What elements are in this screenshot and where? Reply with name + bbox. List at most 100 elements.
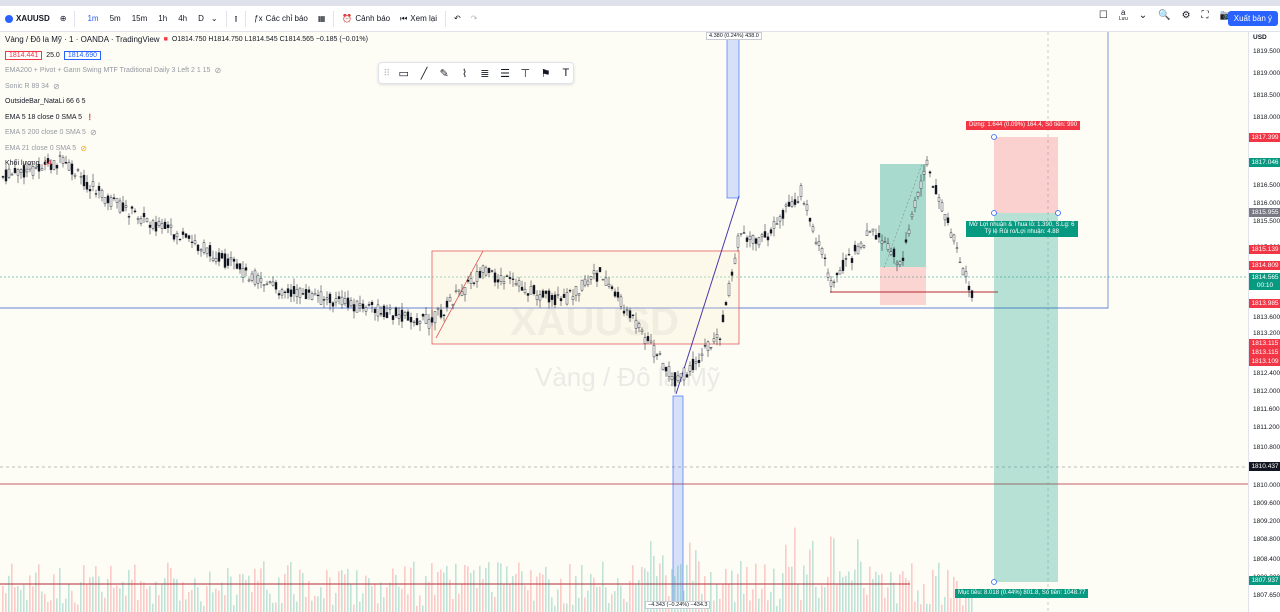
- save-icon: a: [1121, 8, 1126, 17]
- timeframe-1m[interactable]: 1m: [87, 14, 99, 23]
- volume-bar: [245, 579, 247, 612]
- indicator-row[interactable]: Sonic R 89 34 ⊘: [5, 79, 368, 95]
- indicator-row[interactable]: EMA 21 close 0 SMA 5 ⊘: [5, 141, 368, 157]
- alert-icon[interactable]: ❗: [86, 114, 94, 121]
- save-layout-button[interactable]: a Lưu: [1119, 9, 1128, 22]
- price-axis[interactable]: USD 1819.500 1819.000 1818.500 1818.000 1817…: [1248, 32, 1280, 612]
- measure-tool-icon[interactable]: ⊤: [520, 67, 531, 80]
- candle-body: [715, 334, 719, 338]
- volume-bar: [821, 585, 823, 612]
- volume-bar: [35, 572, 37, 612]
- candle-body: [421, 314, 425, 317]
- volume-bar: [371, 586, 373, 612]
- candle-body: [253, 270, 257, 285]
- buy-price-button[interactable]: 1814.690: [63, 50, 102, 60]
- candle-body: [784, 204, 788, 207]
- channel-tool-icon[interactable]: ☰: [500, 67, 510, 80]
- volume-bar: [662, 555, 664, 612]
- volume-bar: [347, 568, 349, 612]
- camera-icon[interactable]: 📷: [1219, 10, 1232, 21]
- timeframe-1h[interactable]: 1h: [158, 14, 168, 23]
- drag-handle-icon[interactable]: ⠿: [383, 67, 391, 78]
- alerts-button[interactable]: ⏰ Cảnh báo: [337, 8, 395, 30]
- candle-body: [22, 165, 26, 178]
- timeframe-5m[interactable]: 5m: [109, 14, 121, 23]
- measure-down-label: −4.343 (−0.24%) −434.3: [645, 601, 711, 609]
- candle-body: [817, 241, 821, 246]
- candle-body: [292, 286, 296, 295]
- candle-body: [949, 232, 953, 238]
- candle-body: [490, 270, 494, 272]
- candle-body: [526, 293, 530, 296]
- indicators-button[interactable]: ƒx Các chỉ báo: [249, 8, 313, 30]
- redo-button[interactable]: ↷: [466, 8, 483, 30]
- volume-bar: [674, 576, 676, 612]
- volume-bar: [89, 577, 91, 612]
- replay-button[interactable]: ⏮ Xem lại: [395, 8, 442, 30]
- candle-body: [586, 280, 590, 285]
- sell-price-button[interactable]: 1814.441: [5, 50, 43, 60]
- chevron-down-icon[interactable]: ⌄: [1138, 10, 1148, 21]
- volume-bar: [938, 562, 940, 612]
- candle-body: [532, 285, 536, 295]
- indicator-row[interactable]: OutsideBar_NataLi 66 6 5: [5, 94, 368, 110]
- volume-bar: [737, 573, 739, 612]
- undo-button[interactable]: ↶: [449, 8, 466, 30]
- legend-title[interactable]: Vàng / Đô la Mỹ · 1 · OANDA · TradingVie…: [5, 35, 160, 45]
- candle-body: [133, 210, 137, 213]
- layouts-button[interactable]: ▦: [313, 8, 331, 30]
- eye-off-icon[interactable]: ⊘: [89, 128, 97, 138]
- text-tool-icon[interactable]: T: [562, 67, 570, 79]
- candle-body: [124, 205, 128, 208]
- eye-off-icon[interactable]: ⊘: [80, 143, 87, 153]
- timeframe-15m[interactable]: 15m: [131, 14, 148, 23]
- volume-bar: [755, 563, 757, 612]
- volume-bar: [710, 571, 712, 612]
- fib-tool-icon[interactable]: ≣: [480, 67, 490, 80]
- indicator-row[interactable]: EMA200 + Pivot + Gann Swing MTF Traditio…: [5, 63, 368, 79]
- timeframe-4h[interactable]: 4h: [178, 14, 188, 23]
- eye-off-icon[interactable]: ⊘: [214, 66, 222, 76]
- candle-body: [649, 340, 653, 344]
- candle-body: [799, 185, 803, 197]
- chevron-down-icon[interactable]: ⌄: [210, 14, 218, 23]
- brush-tool-icon[interactable]: ✎: [439, 67, 449, 80]
- candle-body: [142, 213, 146, 218]
- search-icon[interactable]: 🔍: [1158, 10, 1171, 21]
- position-small-dashed: [883, 163, 923, 269]
- candle-body: [874, 235, 878, 240]
- chart-type-button[interactable]: ⫾: [230, 8, 243, 30]
- symbol-search[interactable]: XAUUSD: [0, 8, 55, 30]
- volume-bars: [2, 527, 973, 612]
- axis-currency[interactable]: USD: [1253, 34, 1267, 41]
- volume-row[interactable]: Khối lượng 14: [5, 156, 368, 172]
- candle-body: [727, 283, 731, 296]
- volume-bar: [455, 563, 457, 612]
- chart-pane[interactable]: XAUUSD Vàng / Đô la Mỹ Vàn: [0, 32, 1248, 612]
- candle-body: [460, 291, 464, 296]
- gear-icon[interactable]: ⚙: [1181, 10, 1191, 21]
- candle-body: [868, 231, 872, 233]
- candle-body: [157, 220, 161, 226]
- fullscreen-toggle-icon[interactable]: ☐: [1098, 10, 1108, 21]
- candle-body: [679, 373, 683, 378]
- divider: [333, 10, 335, 27]
- candle-body: [427, 319, 431, 329]
- candle-body: [844, 258, 848, 260]
- timeframe-d[interactable]: D: [198, 14, 204, 23]
- maximize-icon[interactable]: ⛶: [1201, 10, 1209, 21]
- line-tool-icon[interactable]: ╱: [420, 67, 428, 80]
- candle-body: [355, 300, 359, 313]
- candle-body: [346, 297, 350, 308]
- indicator-row[interactable]: EMA 5 200 close 0 SMA 5 ⊘: [5, 125, 368, 141]
- flag-tool-icon[interactable]: ⚑: [540, 67, 551, 80]
- volume-bar: [284, 573, 286, 612]
- indicator-row[interactable]: EMA 5 18 close 0 SMA 5 ❗: [5, 110, 368, 126]
- position-target-zone: [994, 213, 1058, 582]
- export-button[interactable]: Xuất bản ý: [1227, 11, 1278, 26]
- rectangle-tool-icon[interactable]: ▭: [398, 67, 409, 80]
- eye-off-icon[interactable]: ⊘: [52, 81, 60, 91]
- path-tool-icon[interactable]: ⌇: [461, 67, 468, 80]
- compare-symbol-button[interactable]: ⊕: [55, 8, 72, 30]
- candle-body: [730, 271, 734, 276]
